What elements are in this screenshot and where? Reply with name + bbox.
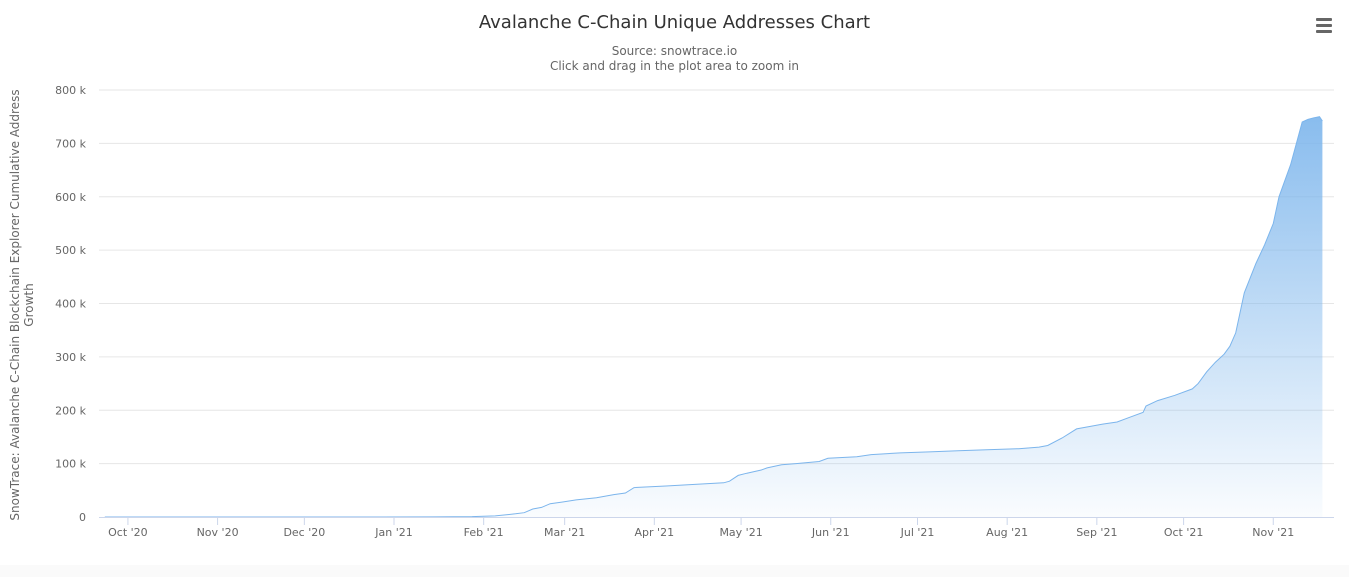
- x-tick-label: May '21: [719, 526, 762, 539]
- series-line: [104, 116, 1323, 518]
- x-tick-label: Oct '21: [1164, 526, 1204, 539]
- x-tick-label: Jul '21: [900, 526, 935, 539]
- chart-subtitle-source: Source: snowtrace.io: [611, 44, 738, 58]
- x-tick-label: Oct '20: [108, 526, 148, 539]
- chart-title: Avalanche C-Chain Unique Addresses Chart: [478, 12, 871, 33]
- y-tick-label: 0: [79, 511, 86, 524]
- x-tick-label: Sep '21: [1076, 526, 1117, 539]
- x-tick-label: Feb '21: [464, 526, 504, 539]
- y-tick-label: 200 k: [55, 404, 86, 417]
- x-tick-label: Jun '21: [811, 526, 850, 539]
- y-tick-label: 600 k: [55, 191, 86, 204]
- x-tick-label: Nov '21: [1252, 526, 1294, 539]
- y-tick-label: 300 k: [55, 351, 86, 364]
- series-area: [104, 116, 1323, 517]
- y-tick-label: 700 k: [55, 137, 86, 150]
- x-tick-label: Aug '21: [986, 526, 1028, 539]
- y-tick-label: 500 k: [55, 244, 86, 257]
- y-tick-label: 800 k: [55, 84, 86, 97]
- y-tick-label: 400 k: [55, 298, 86, 311]
- x-tick-label: Dec '20: [283, 526, 325, 539]
- x-tick-label: Apr '21: [635, 526, 675, 539]
- chart-subtitle-zoom-hint: Click and drag in the plot area to zoom …: [549, 59, 800, 73]
- hamburger-menu-icon[interactable]: [1311, 14, 1337, 36]
- bottom-band: [0, 565, 1349, 577]
- x-tick-label: Nov '20: [197, 526, 239, 539]
- x-tick-label: Mar '21: [544, 526, 585, 539]
- y-tick-label: 100 k: [55, 458, 86, 471]
- x-tick-label: Jan '21: [374, 526, 412, 539]
